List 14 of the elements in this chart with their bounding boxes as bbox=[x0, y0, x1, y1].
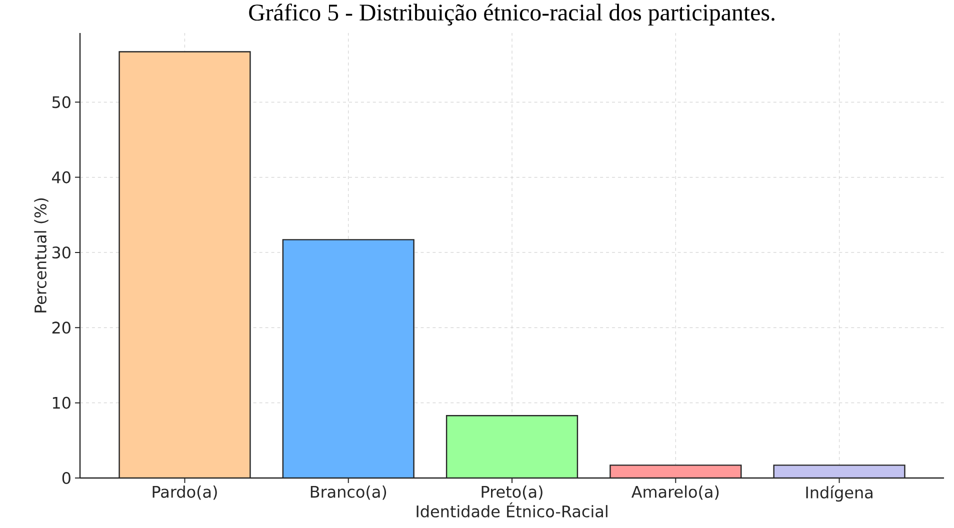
y-tick-label: 50 bbox=[52, 96, 70, 108]
x-axis-title: Identidade Étnico-Racial bbox=[416, 502, 608, 518]
x-tick-label: Amarelo(a) bbox=[631, 486, 719, 500]
y-tick-label: 40 bbox=[52, 171, 70, 184]
y-tick-label: 0 bbox=[62, 472, 70, 484]
y-tick-label: 30 bbox=[52, 246, 70, 258]
x-tick-label: Preto(a) bbox=[482, 486, 542, 500]
chart-title: Gráfico 5 - Distribuição étnico-racial dos participantes. bbox=[249, 4, 774, 26]
y-tick-label: 10 bbox=[52, 396, 70, 409]
x-tick-label: Indígena bbox=[806, 486, 872, 502]
y-axis-title: Percentual (%) bbox=[34, 198, 48, 312]
x-tick-label: Branco(a) bbox=[310, 486, 386, 500]
x-tick-label: Pardo(a) bbox=[152, 486, 217, 500]
y-tick-label: 20 bbox=[52, 322, 70, 334]
